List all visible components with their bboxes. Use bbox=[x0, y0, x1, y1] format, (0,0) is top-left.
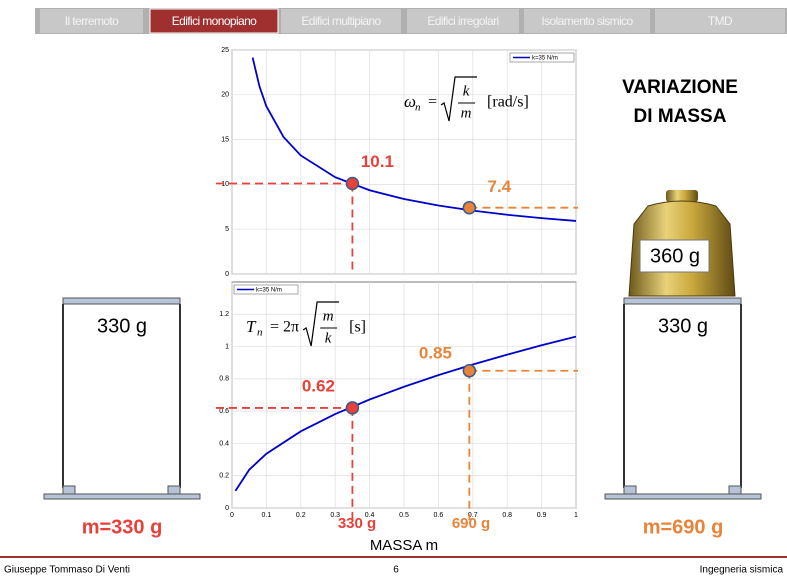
slide-title: DI MASSA bbox=[634, 106, 727, 127]
legend-box bbox=[233, 284, 299, 295]
highlight-label: 10.1 bbox=[361, 152, 394, 171]
formula-den: k bbox=[325, 330, 332, 346]
nav-tab-label[interactable]: Edifici multipiano bbox=[301, 14, 382, 28]
y-tick-label: 0 bbox=[225, 505, 229, 512]
nav-tab-label[interactable]: Edifici irregolari bbox=[427, 14, 499, 28]
y-tick-label: 0.4 bbox=[219, 440, 229, 447]
y-tick-label: 1.2 bbox=[219, 311, 229, 318]
highlight-point bbox=[462, 200, 477, 215]
formula-num: m bbox=[323, 308, 334, 324]
x-tick-label: 0.8 bbox=[502, 512, 512, 519]
y-tick-label: 5 bbox=[225, 226, 229, 233]
highlight-label: 0.85 bbox=[419, 343, 452, 362]
series-line bbox=[251, 57, 576, 222]
y-tick-label: 1 bbox=[225, 343, 229, 350]
legend-label: k=35 N/m bbox=[532, 56, 558, 62]
highlight-point bbox=[345, 176, 360, 191]
nav-tab[interactable]: Isolamento sismico bbox=[524, 9, 650, 33]
nav-tab-label[interactable]: Edifici monopiano bbox=[172, 14, 258, 28]
mass-label: 330 g bbox=[97, 315, 147, 337]
weight bbox=[628, 190, 736, 297]
formula-eq: = 2π bbox=[270, 319, 299, 336]
footer-page: 6 bbox=[393, 565, 399, 576]
x-tick-label: 0.1 bbox=[262, 512, 272, 519]
footer-author: Giuseppe Tommaso Di Venti bbox=[4, 565, 130, 576]
x-tick-label: 1 bbox=[574, 512, 578, 519]
x-tick-label: 0 bbox=[230, 512, 234, 519]
highlight-label: 0.62 bbox=[302, 376, 335, 395]
formula-sub: n bbox=[415, 102, 421, 114]
footer-course: Ingegneria sismica bbox=[700, 565, 784, 576]
legend-box bbox=[509, 52, 575, 63]
nav-tab-bg bbox=[655, 9, 785, 33]
series-line bbox=[234, 335, 576, 492]
x-tick-label: 0.3 bbox=[330, 512, 340, 519]
right-building bbox=[604, 297, 762, 500]
nav-tab[interactable]: Edifici monopiano bbox=[149, 8, 279, 34]
nav-tab[interactable]: Edifici multipiano bbox=[281, 9, 401, 33]
y-tick-label: 0.6 bbox=[219, 408, 229, 415]
y-tick-label: 0 bbox=[225, 271, 229, 278]
formula-lhs: ω bbox=[404, 92, 416, 111]
formula-unit: [rad/s] bbox=[487, 94, 529, 111]
y-tick-label: 0.2 bbox=[219, 473, 229, 480]
formula-unit: [s] bbox=[349, 319, 366, 336]
x-mark: 330 g bbox=[338, 515, 376, 532]
mass-label: 330 g bbox=[658, 315, 708, 337]
formula-root bbox=[302, 301, 340, 347]
nav-tab-bg bbox=[281, 9, 401, 33]
y-tick-label: 0.8 bbox=[219, 376, 229, 383]
nav-tab-label[interactable]: TMD bbox=[708, 14, 734, 28]
x-tick-label: 0.4 bbox=[365, 512, 375, 519]
highlight-point bbox=[345, 401, 360, 415]
nav-tab-bg bbox=[524, 9, 650, 33]
nav-tab-label[interactable]: Il terremoto bbox=[65, 14, 120, 28]
nav-tab[interactable]: TMD bbox=[655, 9, 785, 33]
nav-tab[interactable]: Edifici irregolari bbox=[407, 9, 519, 33]
mass-total: m=690 g bbox=[643, 516, 724, 538]
y-tick-label: 20 bbox=[221, 92, 229, 99]
formula-den: m bbox=[461, 105, 472, 121]
slide-title: VARIAZIONE bbox=[622, 77, 738, 98]
nav-tab-bg bbox=[40, 9, 143, 33]
nav-tab-label[interactable]: Isolamento sismico bbox=[541, 14, 634, 28]
formula-root bbox=[440, 76, 478, 122]
x-mark: 690 g bbox=[452, 515, 490, 532]
nav-tab-bg bbox=[149, 8, 279, 34]
x-tick-label: 0.9 bbox=[537, 512, 547, 519]
formula-num: k bbox=[463, 83, 470, 99]
highlight-point bbox=[462, 364, 477, 378]
formula-eq: = bbox=[428, 94, 437, 111]
legend-label: k=35 N/m bbox=[256, 288, 282, 294]
y-tick-label: 15 bbox=[221, 136, 229, 143]
y-tick-label: 25 bbox=[221, 47, 229, 54]
formula-lhs: T bbox=[246, 317, 257, 336]
x-axis-label: MASSA m bbox=[370, 537, 438, 554]
x-tick-label: 0.7 bbox=[468, 512, 478, 519]
y-tick-label: 10 bbox=[221, 181, 229, 188]
x-tick-label: 0.5 bbox=[399, 512, 409, 519]
added-mass-label: 360 g bbox=[650, 245, 700, 267]
x-tick-label: 0.6 bbox=[434, 512, 444, 519]
x-tick-label: 0.2 bbox=[296, 512, 306, 519]
formula-sub: n bbox=[257, 327, 263, 339]
nav-tab-bg bbox=[407, 9, 519, 33]
highlight-label: 7.4 bbox=[488, 177, 512, 196]
nav-tab[interactable]: Il terremoto bbox=[40, 9, 143, 33]
left-building bbox=[43, 297, 201, 500]
mass-total: m=330 g bbox=[82, 516, 163, 538]
